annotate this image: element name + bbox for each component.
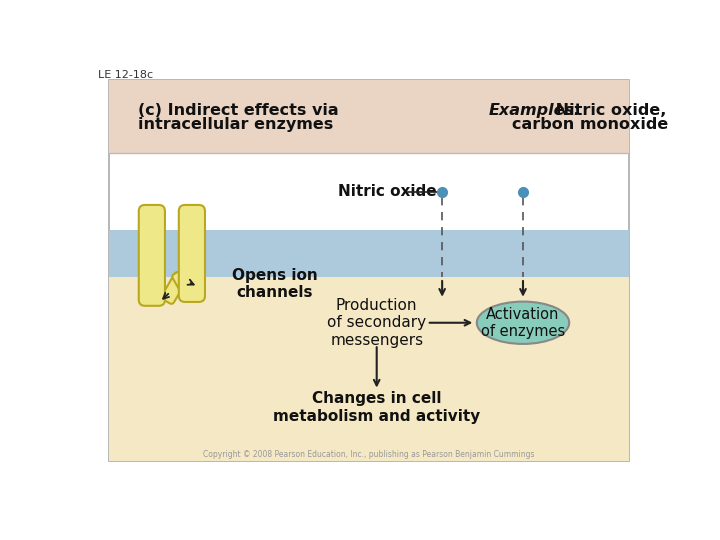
FancyBboxPatch shape — [109, 276, 629, 461]
Text: (c) Indirect effects via: (c) Indirect effects via — [138, 103, 338, 118]
Text: carbon monoxide: carbon monoxide — [512, 117, 668, 132]
FancyBboxPatch shape — [109, 80, 629, 461]
Text: LE 12-18c: LE 12-18c — [98, 70, 153, 80]
Text: Changes in cell
metabolism and activity: Changes in cell metabolism and activity — [273, 392, 480, 424]
Text: Examples:: Examples: — [489, 103, 581, 118]
Text: Activation
of enzymes: Activation of enzymes — [481, 307, 565, 339]
Text: Copyright © 2008 Pearson Education, Inc., publishing as Pearson Benjamin Cumming: Copyright © 2008 Pearson Education, Inc.… — [203, 450, 535, 459]
FancyBboxPatch shape — [139, 205, 165, 306]
FancyBboxPatch shape — [179, 205, 205, 302]
Text: Nitric oxide,: Nitric oxide, — [550, 103, 667, 118]
FancyBboxPatch shape — [109, 231, 629, 276]
FancyBboxPatch shape — [172, 270, 196, 299]
FancyBboxPatch shape — [109, 80, 629, 153]
Text: Nitric oxide: Nitric oxide — [338, 184, 437, 199]
Text: Opens ion
channels: Opens ion channels — [232, 268, 318, 300]
Text: intracellular enzymes: intracellular enzymes — [138, 117, 333, 132]
Ellipse shape — [477, 301, 570, 344]
Text: Production
of secondary
messengers: Production of secondary messengers — [327, 298, 426, 348]
FancyBboxPatch shape — [161, 272, 187, 304]
